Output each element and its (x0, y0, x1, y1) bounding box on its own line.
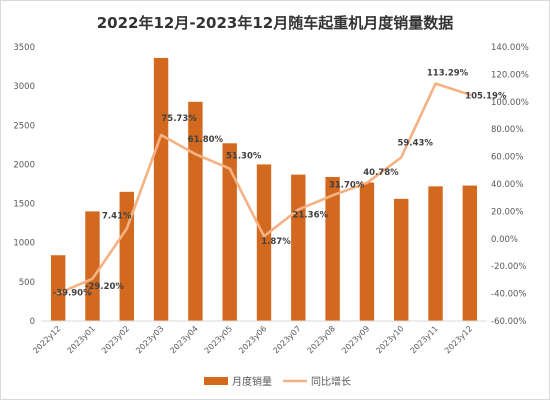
line-path (56, 82, 472, 295)
bar (153, 57, 169, 322)
x-axis-tick-label: 2023y09 (340, 324, 371, 355)
x-axis-tick-label: 2022y12 (31, 324, 62, 355)
right-axis-tick-label: 140.00% (491, 43, 529, 53)
right-axis-tick-label: 120.00% (491, 70, 529, 80)
x-axis-tick-label: 2023y05 (203, 324, 234, 355)
left-axis-tick-label: 2000 (13, 160, 35, 170)
data-label: 105.19% (465, 92, 507, 102)
data-label: 7.41% (102, 212, 132, 222)
left-y-axis: 0 500 1000 1500 2000 2500 3000 3500 (13, 43, 35, 327)
legend-swatch-bar (204, 377, 228, 385)
x-axis: 2022y12 2023y01 2023y02 2023y03 2023y04 2023y… (31, 320, 487, 355)
data-label: 31.70% (329, 180, 365, 190)
right-axis-tick-label: -40.00% (491, 290, 526, 300)
chart-title: 2022年12月-2023年12月随车起重机月度销量数据 (97, 14, 453, 32)
data-label: 51.30% (226, 152, 262, 162)
right-axis-tick-label: 80.00% (491, 125, 523, 135)
right-axis-tick-label: 100.00% (491, 98, 529, 108)
left-axis-tick-label: 500 (19, 278, 35, 288)
right-axis-tick-label: 0.00% (491, 235, 518, 245)
data-label: -39.90% (53, 288, 92, 298)
left-axis-tick-label: 0 (30, 317, 35, 327)
data-label: 61.80% (188, 135, 224, 145)
x-axis-tick-label: 2023y12 (443, 324, 474, 355)
right-axis-tick-label: -20.00% (491, 262, 526, 272)
bar (85, 211, 100, 321)
bar (428, 186, 443, 321)
x-axis-tick-label: 2023y03 (134, 324, 165, 355)
left-axis-tick-label: 3500 (13, 43, 35, 53)
x-axis-tick-label: 2023y08 (306, 324, 337, 355)
bar (119, 191, 134, 321)
data-label: 1.87% (261, 237, 291, 247)
left-axis-tick-label: 2500 (13, 121, 35, 131)
bar (462, 185, 478, 321)
data-labels: -39.90%-29.20% 7.41% 75.73% 61.80%51.30% 1.8… (53, 69, 507, 299)
x-axis-tick-label: 2023y10 (374, 324, 405, 355)
x-axis-tick-label: 2023y01 (66, 324, 97, 355)
data-label: 40.78% (363, 168, 399, 178)
data-label: 113.29% (427, 69, 469, 79)
data-label: 21.36% (293, 211, 329, 221)
left-axis-tick-label: 1500 (13, 200, 35, 210)
x-axis-tick-label: 2023y04 (168, 324, 199, 355)
left-axis-tick-label: 1000 (13, 239, 35, 249)
bar (256, 164, 272, 321)
line-series (56, 82, 472, 295)
right-axis-tick-label: 40.00% (491, 180, 523, 190)
left-axis-tick-label: 3000 (13, 82, 35, 92)
legend-label-bar: 月度销量 (232, 375, 272, 388)
right-axis-tick-label: 20.00% (491, 207, 523, 217)
data-label: 75.73% (161, 114, 197, 124)
bar (291, 174, 306, 321)
bar (325, 176, 340, 321)
bar (359, 182, 375, 321)
x-axis-tick-label: 2023y11 (409, 324, 440, 355)
right-axis-tick-label: -60.00% (491, 317, 526, 327)
x-axis-tick-label: 2023y02 (100, 324, 131, 355)
bar (50, 255, 66, 321)
right-y-axis: -60.00% -40.00% -20.00% 0.00% 20.00% 40.00% 60… (491, 43, 529, 327)
data-label: -29.20% (85, 282, 124, 292)
bar (394, 198, 409, 321)
legend-label-line: 同比增长 (311, 375, 351, 388)
data-label: 59.43% (398, 138, 434, 148)
bar (222, 143, 237, 321)
x-axis-tick-label: 2023y07 (271, 324, 302, 355)
legend: 月度销量 同比增长 (204, 375, 351, 388)
x-axis-tick-label: 2023y06 (237, 324, 268, 355)
right-axis-tick-label: 60.00% (491, 153, 523, 163)
